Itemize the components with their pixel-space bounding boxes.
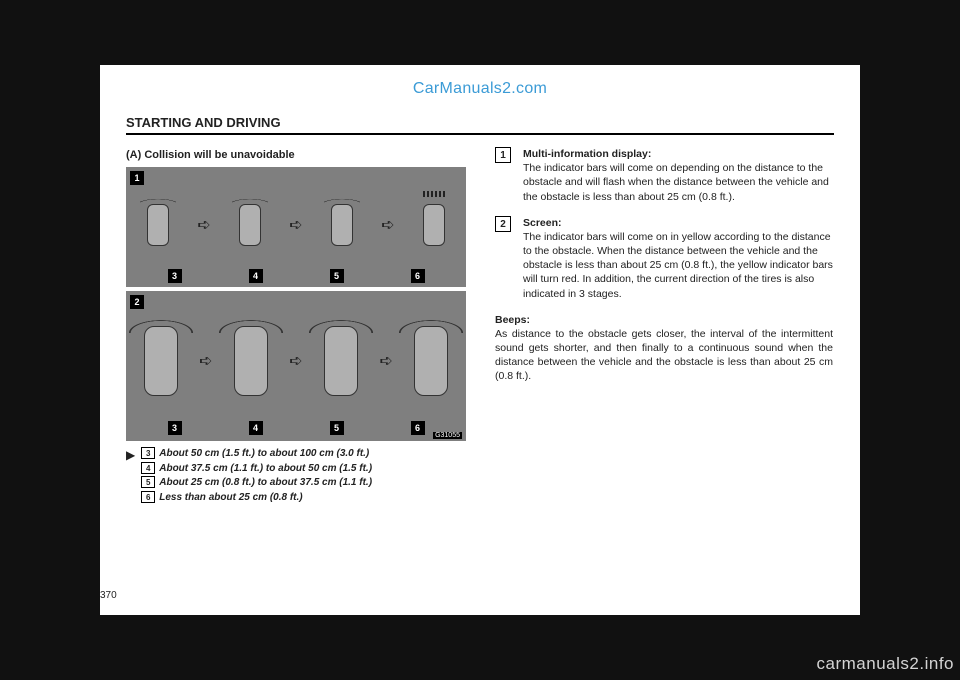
legend-text: About 25 cm (0.8 ft.) to about 37.5 cm (… bbox=[159, 477, 372, 488]
page-number: 370 bbox=[100, 590, 117, 601]
left-subheading: (A) Collision will be unavoidable bbox=[126, 149, 466, 161]
entry-title: Screen: bbox=[523, 216, 833, 230]
figure-badges-row: 3 4 5 6 bbox=[126, 269, 466, 283]
car-icon bbox=[414, 326, 448, 396]
car-icon bbox=[423, 204, 445, 246]
entry-body: Screen: The indicator bars will come on … bbox=[523, 216, 833, 301]
legend-text: About 37.5 cm (1.1 ft.) to about 50 cm (… bbox=[159, 463, 372, 474]
legend-text: About 50 cm (1.5 ft.) to about 100 cm (3… bbox=[159, 448, 369, 459]
car-icon bbox=[331, 204, 353, 246]
desc-entry-2: 2 Screen: The indicator bars will come o… bbox=[495, 216, 833, 301]
figure-panel-top: 1 ➪ ➪ ➪ 3 4 5 6 bbox=[126, 167, 466, 287]
legend-item: 3 About 50 cm (1.5 ft.) to about 100 cm (… bbox=[141, 447, 372, 462]
legend-block: ▶ 3 About 50 cm (1.5 ft.) to about 100 cm… bbox=[126, 447, 466, 505]
figure-panel-bottom: 2 ➪ ➪ ➪ 3 4 5 6 G31055 bbox=[126, 291, 466, 441]
car-icon bbox=[234, 326, 268, 396]
figure-bottom-row: ➪ ➪ ➪ bbox=[126, 305, 466, 417]
figure-badge: 6 bbox=[411, 421, 425, 435]
figure-badge-1: 1 bbox=[130, 171, 144, 185]
entry-number-box: 1 bbox=[495, 147, 511, 163]
legend-item: 6 Less than about 25 cm (0.8 ft.) bbox=[141, 491, 372, 506]
beeps-title: Beeps: bbox=[495, 314, 530, 326]
car-icon bbox=[144, 326, 178, 396]
entry-number-box: 2 bbox=[495, 216, 511, 232]
page-sheet: CarManuals2.com STARTING AND DRIVING (A)… bbox=[100, 65, 860, 615]
figure-badge: 4 bbox=[249, 269, 263, 283]
divider bbox=[126, 133, 834, 135]
arrow-icon: ➪ bbox=[379, 351, 392, 371]
legend-num: 5 bbox=[141, 476, 155, 488]
legend-num: 3 bbox=[141, 447, 155, 459]
beeps-text: As distance to the obstacle gets closer,… bbox=[495, 328, 833, 383]
desc-entry-1: 1 Multi‑information display: The indicat… bbox=[495, 147, 833, 204]
figure-top-row: ➪ ➪ ➪ bbox=[126, 187, 466, 263]
car-icon bbox=[324, 326, 358, 396]
arrow-icon: ➪ bbox=[289, 351, 302, 371]
entry-body: Multi‑information display: The indicator… bbox=[523, 147, 833, 204]
right-column: 1 Multi‑information display: The indicat… bbox=[495, 147, 833, 394]
legend-num: 6 bbox=[141, 491, 155, 503]
left-column: (A) Collision will be unavoidable 1 ➪ ➪ … bbox=[126, 149, 466, 505]
arrow-icon: ➪ bbox=[197, 215, 210, 235]
legend-list: 3 About 50 cm (1.5 ft.) to about 100 cm (… bbox=[141, 447, 372, 505]
hatch-icon bbox=[423, 191, 445, 197]
entry-title: Multi‑information display: bbox=[523, 147, 833, 161]
figure-badge: 5 bbox=[330, 421, 344, 435]
watermark-bottom: carmanuals2.info bbox=[817, 654, 954, 674]
section-header: STARTING AND DRIVING bbox=[126, 115, 281, 130]
car-icon bbox=[239, 204, 261, 246]
figure-badge: 5 bbox=[330, 269, 344, 283]
figure-badge: 3 bbox=[168, 269, 182, 283]
legend-item: 4 About 37.5 cm (1.1 ft.) to about 50 cm … bbox=[141, 462, 372, 477]
car-icon bbox=[147, 204, 169, 246]
figure-badge: 3 bbox=[168, 421, 182, 435]
figure-badge: 4 bbox=[249, 421, 263, 435]
arrow-icon: ➪ bbox=[199, 351, 212, 371]
figure-code: G31055 bbox=[433, 432, 462, 439]
legend-text: Less than about 25 cm (0.8 ft.) bbox=[159, 492, 302, 503]
figure-badge: 6 bbox=[411, 269, 425, 283]
legend-num: 4 bbox=[141, 462, 155, 474]
legend-item: 5 About 25 cm (0.8 ft.) to about 37.5 cm … bbox=[141, 476, 372, 491]
arrow-icon: ➪ bbox=[289, 215, 302, 235]
watermark-top: CarManuals2.com bbox=[413, 80, 547, 98]
arrow-icon: ➪ bbox=[381, 215, 394, 235]
beeps-block: Beeps: As distance to the obstacle gets … bbox=[495, 313, 833, 384]
entry-text: The indicator bars will come on dependin… bbox=[523, 162, 829, 202]
entry-text: The indicator bars will come on in yello… bbox=[523, 231, 833, 300]
legend-marker-icon: ▶ bbox=[126, 448, 135, 505]
figure-badges-row: 3 4 5 6 bbox=[126, 421, 466, 435]
